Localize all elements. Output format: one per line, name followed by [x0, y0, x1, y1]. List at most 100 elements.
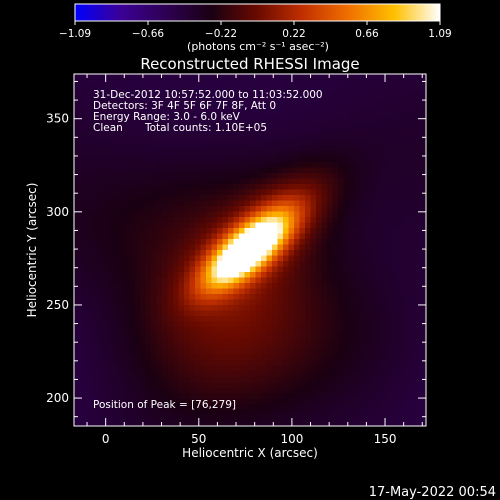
heatmap-cell — [178, 360, 185, 367]
heatmap-cell — [277, 167, 284, 174]
heatmap-cell — [206, 129, 213, 136]
heatmap-cell — [343, 382, 350, 389]
heatmap-cell — [90, 79, 97, 86]
heatmap-cell — [211, 217, 218, 224]
heatmap-cell — [112, 85, 119, 92]
heatmap-cell — [288, 371, 295, 378]
heatmap-cell — [90, 200, 97, 207]
heatmap-cell — [327, 272, 334, 279]
heatmap-cell — [316, 387, 323, 394]
heatmap-cell — [288, 184, 295, 191]
heatmap-cell — [222, 217, 229, 224]
heatmap-cell — [349, 140, 356, 147]
heatmap-cell — [332, 239, 339, 246]
heatmap-cell — [310, 255, 317, 262]
heatmap-cell — [167, 222, 174, 229]
heatmap-cell — [173, 200, 180, 207]
heatmap-cell — [134, 151, 141, 158]
heatmap-cell — [178, 283, 185, 290]
heatmap-cell — [96, 338, 103, 345]
heatmap-cell — [101, 79, 108, 86]
heatmap-cell — [343, 184, 350, 191]
heatmap-cell — [283, 398, 290, 405]
heatmap-cell — [404, 173, 411, 180]
heatmap-cell — [387, 123, 394, 130]
heatmap-cell — [228, 140, 235, 147]
heatmap-cell — [343, 283, 350, 290]
heatmap-cell — [321, 184, 328, 191]
heatmap-cell — [255, 85, 262, 92]
heatmap-cell — [123, 74, 130, 81]
heatmap-cell — [244, 239, 251, 246]
heatmap-cell — [200, 189, 207, 196]
heatmap-cell — [338, 145, 345, 152]
heatmap-cell — [332, 404, 339, 411]
heatmap-cell — [101, 382, 108, 389]
heatmap-cell — [195, 332, 202, 339]
heatmap-cell — [327, 96, 334, 103]
heatmap-cell — [79, 332, 86, 339]
heatmap-cell — [382, 332, 389, 339]
heatmap-cell — [96, 74, 103, 81]
heatmap-cell — [101, 299, 108, 306]
heatmap-cell — [365, 409, 372, 416]
heatmap-cell — [189, 255, 196, 262]
heatmap-cell — [112, 79, 119, 86]
heatmap-cell — [349, 112, 356, 119]
heatmap-cell — [360, 140, 367, 147]
heatmap-cell — [404, 404, 411, 411]
heatmap-cell — [294, 162, 301, 169]
heatmap-cell — [145, 387, 152, 394]
heatmap-cell — [145, 217, 152, 224]
heatmap-cell — [79, 233, 86, 240]
heatmap-cell — [398, 239, 405, 246]
heatmap-cell — [277, 239, 284, 246]
heatmap-cell — [79, 211, 86, 218]
heatmap-cell — [112, 134, 119, 141]
heatmap-cell — [217, 96, 224, 103]
heatmap-cell — [233, 360, 240, 367]
heatmap-cell — [90, 382, 97, 389]
heatmap-cell — [118, 283, 125, 290]
heatmap-cell — [129, 409, 136, 416]
heatmap-cell — [96, 360, 103, 367]
heatmap-cell — [365, 343, 372, 350]
heatmap-cell — [112, 200, 119, 207]
heatmap-cell — [195, 178, 202, 185]
heatmap-cell — [266, 162, 273, 169]
heatmap-cell — [211, 294, 218, 301]
heatmap-cell — [360, 74, 367, 81]
heatmap-cell — [261, 266, 268, 273]
heatmap-cell — [376, 173, 383, 180]
heatmap-cell — [371, 206, 378, 213]
heatmap-cell — [156, 244, 163, 251]
heatmap-cell — [112, 261, 119, 268]
heatmap-cell — [228, 343, 235, 350]
heatmap-cell — [211, 343, 218, 350]
heatmap-cell — [112, 189, 119, 196]
heatmap-cell — [134, 283, 141, 290]
heatmap-cell — [140, 101, 147, 108]
heatmap-cell — [305, 349, 312, 356]
heatmap-cell — [217, 239, 224, 246]
heatmap-cell — [332, 310, 339, 317]
heatmap-cell — [228, 272, 235, 279]
heatmap-cell — [316, 129, 323, 136]
plot-frame — [73, 73, 427, 427]
heatmap-cell — [294, 134, 301, 141]
heatmap-cell — [162, 134, 169, 141]
heatmap-cell — [321, 118, 328, 125]
heatmap-cell — [272, 382, 279, 389]
heatmap-cell — [173, 420, 180, 426]
heatmap-cell — [316, 294, 323, 301]
heatmap-cell — [360, 266, 367, 273]
heatmap-cell — [327, 382, 334, 389]
heatmap-cell — [310, 371, 317, 378]
heatmap-cell — [266, 261, 273, 268]
heatmap-cell — [134, 244, 141, 251]
heatmap-cell — [272, 321, 279, 328]
heatmap-cell — [404, 376, 411, 383]
heatmap-cell — [316, 354, 323, 361]
heatmap-cell — [250, 244, 257, 251]
heatmap-cell — [173, 151, 180, 158]
